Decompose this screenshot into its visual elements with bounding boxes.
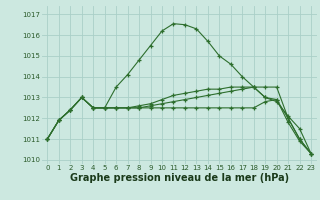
X-axis label: Graphe pression niveau de la mer (hPa): Graphe pression niveau de la mer (hPa): [70, 173, 289, 183]
